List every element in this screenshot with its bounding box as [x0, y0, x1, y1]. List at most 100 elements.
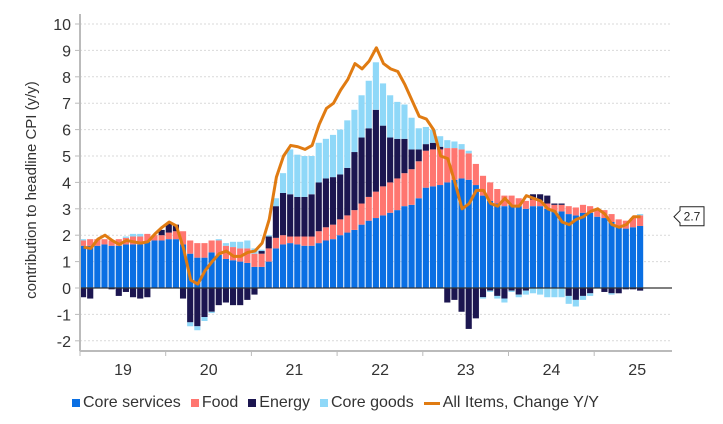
- bar-energy: [287, 194, 294, 237]
- x-tick-label: 22: [371, 362, 389, 379]
- x-tick-label: 23: [457, 362, 475, 379]
- bar-food: [444, 148, 451, 183]
- bar-food: [465, 153, 472, 180]
- legend-item: Energy: [248, 394, 310, 412]
- bar-energy: [587, 288, 594, 294]
- bar-energy: [487, 288, 494, 291]
- bar-energy: [122, 288, 129, 292]
- bar-energy: [408, 149, 415, 170]
- legend-swatch: [190, 399, 199, 407]
- bar-energy: [465, 288, 472, 329]
- legend-item: Core goods: [319, 394, 414, 412]
- bar-core-goods: [408, 117, 415, 150]
- bar-energy: [251, 288, 258, 295]
- bar-energy: [544, 195, 551, 204]
- bar-core-services: [458, 178, 465, 288]
- bar-core-goods: [129, 233, 137, 237]
- bar-food: [294, 236, 301, 245]
- bar-food: [287, 236, 294, 244]
- bar-energy: [608, 288, 615, 294]
- bar-food: [322, 227, 329, 241]
- bar-food: [558, 204, 565, 212]
- bar-core-goods: [358, 95, 365, 138]
- bar-core-services: [344, 232, 351, 288]
- bar-core-services: [251, 266, 258, 288]
- bar-food: [308, 236, 315, 246]
- bar-core-services: [465, 179, 472, 288]
- bar-energy: [394, 138, 401, 179]
- bar-core-goods: [215, 239, 222, 241]
- bar-food: [244, 248, 251, 263]
- bar-core-goods: [322, 138, 329, 179]
- last-value-callout: 2.7: [673, 206, 705, 227]
- bar-food: [522, 200, 529, 209]
- bar-core-goods: [415, 128, 422, 150]
- bar-energy: [344, 167, 351, 216]
- y-tick-label: 5: [62, 149, 71, 166]
- bar-core-services: [329, 239, 337, 288]
- bar-core-services: [437, 185, 444, 288]
- bar-food: [265, 248, 272, 262]
- bar-energy: [115, 288, 122, 296]
- bar-core-services: [108, 245, 115, 288]
- bar-core-goods: [551, 288, 558, 298]
- bar-core-goods: [522, 290, 529, 295]
- bar-core-goods: [544, 288, 551, 298]
- bar-core-services: [401, 206, 408, 288]
- bar-food: [137, 236, 144, 245]
- bar-core-goods: [80, 239, 87, 241]
- bar-core-services: [579, 212, 587, 288]
- bar-food: [394, 178, 401, 211]
- bar-core-services: [479, 195, 487, 288]
- y-tick-label: 2: [62, 228, 71, 245]
- bar-core-services: [472, 185, 479, 288]
- bar-core-goods: [258, 249, 265, 252]
- bar-food: [572, 207, 579, 216]
- bar-core-goods: [272, 198, 279, 207]
- bar-energy: [422, 144, 429, 151]
- bar-energy: [558, 203, 565, 205]
- bar-core-services: [544, 208, 551, 288]
- bar-energy: [401, 138, 408, 174]
- bar-core-goods: [229, 241, 237, 248]
- bar-core-goods: [429, 129, 437, 143]
- legend-label: All Items, Change Y/Y: [442, 394, 599, 411]
- bar-core-goods: [315, 142, 322, 183]
- bar-core-goods: [294, 154, 301, 197]
- bar-food: [637, 215, 644, 226]
- bar-food: [629, 218, 637, 228]
- bar-food: [272, 237, 279, 249]
- bar-food: [251, 253, 258, 267]
- bar-core-goods: [608, 293, 615, 295]
- legend-label: Core goods: [330, 394, 414, 411]
- x-tick-label: 24: [543, 362, 561, 379]
- bar-food: [187, 240, 194, 254]
- bar-energy: [187, 288, 194, 323]
- bar-core-services: [615, 227, 622, 288]
- bar-core-goods: [558, 288, 565, 298]
- bar-core-services: [229, 260, 237, 288]
- bar-energy: [351, 152, 358, 211]
- bar-core-goods: [301, 156, 308, 197]
- x-tick-labels: 19 20 21 22 23 24 25: [79, 351, 646, 379]
- bar-core-goods: [329, 134, 337, 178]
- bar-food: [315, 231, 322, 244]
- bar-core-services: [165, 239, 172, 288]
- bar-energy: [294, 196, 301, 237]
- bar-core-services: [365, 220, 372, 288]
- bar-core-goods: [372, 62, 379, 110]
- bar-energy: [579, 288, 587, 296]
- bar-food: [179, 231, 187, 245]
- bar-energy: [565, 288, 572, 296]
- legend-swatch: [319, 399, 328, 407]
- bar-energy: [208, 288, 215, 312]
- legend-swatch: [72, 399, 80, 407]
- bar-core-services: [565, 214, 572, 288]
- bar-core-services: [172, 239, 179, 288]
- bar-core-services: [387, 212, 394, 288]
- bar-food: [215, 240, 222, 255]
- y-tick-label: 6: [62, 123, 71, 140]
- bar-core-services: [622, 228, 629, 288]
- bar-core-goods: [337, 129, 344, 175]
